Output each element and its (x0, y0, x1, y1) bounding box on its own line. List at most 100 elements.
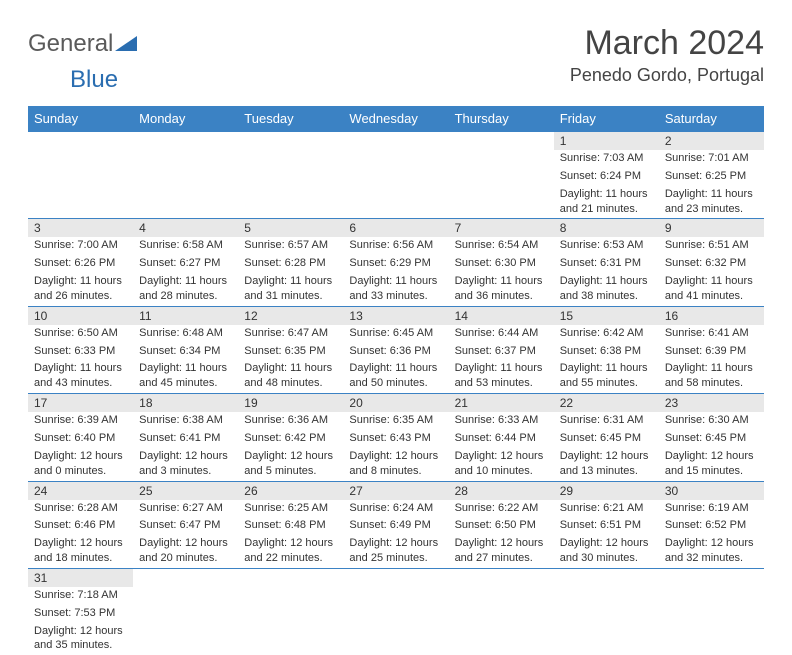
day-number: 22 (554, 394, 659, 412)
daylight-text: Daylight: 12 hours and 13 minutes. (554, 448, 659, 481)
sunrise-text: Sunrise: 6:44 AM (449, 325, 554, 343)
daylight-text: Daylight: 11 hours and 43 minutes. (28, 360, 133, 393)
day-number: 31 (28, 569, 133, 587)
calendar-day-cell: 16Sunrise: 6:41 AMSunset: 6:39 PMDayligh… (659, 306, 764, 393)
daylight-text: Daylight: 11 hours and 38 minutes. (554, 273, 659, 306)
sunset-text: Sunset: 6:24 PM (554, 168, 659, 186)
calendar-day-cell: 2Sunrise: 7:01 AMSunset: 6:25 PMDaylight… (659, 132, 764, 219)
calendar-day-cell: 11Sunrise: 6:48 AMSunset: 6:34 PMDayligh… (133, 306, 238, 393)
day-number: 29 (554, 482, 659, 500)
day-number (659, 569, 764, 573)
daylight-text: Daylight: 11 hours and 55 minutes. (554, 360, 659, 393)
sunset-text: Sunset: 7:53 PM (28, 605, 133, 623)
calendar-day-cell: 20Sunrise: 6:35 AMSunset: 6:43 PMDayligh… (343, 394, 448, 481)
day-number: 11 (133, 307, 238, 325)
sunset-text: Sunset: 6:38 PM (554, 343, 659, 361)
day-number: 27 (343, 482, 448, 500)
calendar-day-cell: 3Sunrise: 7:00 AMSunset: 6:26 PMDaylight… (28, 219, 133, 306)
daylight-text: Daylight: 11 hours and 31 minutes. (238, 273, 343, 306)
calendar-day-cell: 25Sunrise: 6:27 AMSunset: 6:47 PMDayligh… (133, 481, 238, 568)
sunset-text: Sunset: 6:42 PM (238, 430, 343, 448)
sunset-text: Sunset: 6:29 PM (343, 255, 448, 273)
calendar-week-row: 17Sunrise: 6:39 AMSunset: 6:40 PMDayligh… (28, 394, 764, 481)
day-number: 21 (449, 394, 554, 412)
calendar-day-cell: 7Sunrise: 6:54 AMSunset: 6:30 PMDaylight… (449, 219, 554, 306)
daylight-text: Daylight: 11 hours and 50 minutes. (343, 360, 448, 393)
calendar-day-cell: 29Sunrise: 6:21 AMSunset: 6:51 PMDayligh… (554, 481, 659, 568)
day-number: 1 (554, 132, 659, 150)
day-number: 8 (554, 219, 659, 237)
sunrise-text: Sunrise: 6:42 AM (554, 325, 659, 343)
sunrise-text: Sunrise: 6:54 AM (449, 237, 554, 255)
daylight-text: Daylight: 11 hours and 28 minutes. (133, 273, 238, 306)
weekday-header: Friday (554, 106, 659, 132)
logo-blue-wrap: GeneralBlue (28, 66, 764, 94)
day-number: 3 (28, 219, 133, 237)
sunrise-text: Sunrise: 6:24 AM (343, 500, 448, 518)
weekday-header: Saturday (659, 106, 764, 132)
day-number: 13 (343, 307, 448, 325)
sunrise-text: Sunrise: 7:00 AM (28, 237, 133, 255)
calendar-day-cell: 10Sunrise: 6:50 AMSunset: 6:33 PMDayligh… (28, 306, 133, 393)
day-number (133, 569, 238, 573)
calendar-day-cell: 1Sunrise: 7:03 AMSunset: 6:24 PMDaylight… (554, 132, 659, 219)
weekday-row: SundayMondayTuesdayWednesdayThursdayFrid… (28, 106, 764, 132)
day-number (449, 132, 554, 136)
calendar-day-cell: 8Sunrise: 6:53 AMSunset: 6:31 PMDaylight… (554, 219, 659, 306)
daylight-text: Daylight: 12 hours and 3 minutes. (133, 448, 238, 481)
calendar-body: 1Sunrise: 7:03 AMSunset: 6:24 PMDaylight… (28, 132, 764, 655)
calendar-empty-cell (28, 132, 133, 219)
sunset-text: Sunset: 6:30 PM (449, 255, 554, 273)
sunrise-text: Sunrise: 6:33 AM (449, 412, 554, 430)
day-number: 10 (28, 307, 133, 325)
sunrise-text: Sunrise: 6:36 AM (238, 412, 343, 430)
sunrise-text: Sunrise: 6:51 AM (659, 237, 764, 255)
sunset-text: Sunset: 6:36 PM (343, 343, 448, 361)
daylight-text: Daylight: 12 hours and 18 minutes. (28, 535, 133, 568)
daylight-text: Daylight: 12 hours and 32 minutes. (659, 535, 764, 568)
sunrise-text: Sunrise: 6:22 AM (449, 500, 554, 518)
daylight-text: Daylight: 12 hours and 25 minutes. (343, 535, 448, 568)
daylight-text: Daylight: 12 hours and 8 minutes. (343, 448, 448, 481)
calendar-day-cell: 4Sunrise: 6:58 AMSunset: 6:27 PMDaylight… (133, 219, 238, 306)
calendar-day-cell: 15Sunrise: 6:42 AMSunset: 6:38 PMDayligh… (554, 306, 659, 393)
daylight-text: Daylight: 12 hours and 15 minutes. (659, 448, 764, 481)
sunset-text: Sunset: 6:32 PM (659, 255, 764, 273)
day-number: 18 (133, 394, 238, 412)
day-number: 30 (659, 482, 764, 500)
sunrise-text: Sunrise: 6:48 AM (133, 325, 238, 343)
calendar-day-cell: 28Sunrise: 6:22 AMSunset: 6:50 PMDayligh… (449, 481, 554, 568)
sunset-text: Sunset: 6:37 PM (449, 343, 554, 361)
daylight-text: Daylight: 11 hours and 23 minutes. (659, 186, 764, 219)
sunset-text: Sunset: 6:34 PM (133, 343, 238, 361)
sunset-text: Sunset: 6:40 PM (28, 430, 133, 448)
sunset-text: Sunset: 6:49 PM (343, 517, 448, 535)
sunset-text: Sunset: 6:51 PM (554, 517, 659, 535)
day-number: 4 (133, 219, 238, 237)
day-number: 5 (238, 219, 343, 237)
day-number: 9 (659, 219, 764, 237)
day-number: 12 (238, 307, 343, 325)
sunrise-text: Sunrise: 6:50 AM (28, 325, 133, 343)
calendar-day-cell: 27Sunrise: 6:24 AMSunset: 6:49 PMDayligh… (343, 481, 448, 568)
sunrise-text: Sunrise: 6:21 AM (554, 500, 659, 518)
day-number: 17 (28, 394, 133, 412)
sunrise-text: Sunrise: 7:18 AM (28, 587, 133, 605)
weekday-header: Monday (133, 106, 238, 132)
sunrise-text: Sunrise: 6:58 AM (133, 237, 238, 255)
calendar-week-row: 1Sunrise: 7:03 AMSunset: 6:24 PMDaylight… (28, 132, 764, 219)
day-number: 23 (659, 394, 764, 412)
sunset-text: Sunset: 6:48 PM (238, 517, 343, 535)
daylight-text: Daylight: 12 hours and 5 minutes. (238, 448, 343, 481)
calendar-day-cell: 12Sunrise: 6:47 AMSunset: 6:35 PMDayligh… (238, 306, 343, 393)
weekday-header: Sunday (28, 106, 133, 132)
weekday-header: Tuesday (238, 106, 343, 132)
sunset-text: Sunset: 6:45 PM (554, 430, 659, 448)
sunset-text: Sunset: 6:39 PM (659, 343, 764, 361)
day-number: 26 (238, 482, 343, 500)
sunrise-text: Sunrise: 6:56 AM (343, 237, 448, 255)
calendar-day-cell: 19Sunrise: 6:36 AMSunset: 6:42 PMDayligh… (238, 394, 343, 481)
sunset-text: Sunset: 6:33 PM (28, 343, 133, 361)
logo-text-general: General (28, 30, 113, 58)
calendar-day-cell: 9Sunrise: 6:51 AMSunset: 6:32 PMDaylight… (659, 219, 764, 306)
